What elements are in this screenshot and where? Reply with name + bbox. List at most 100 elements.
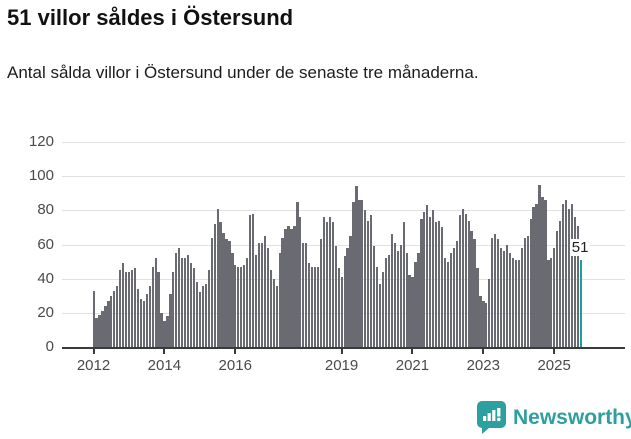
bar <box>390 234 393 347</box>
bar <box>290 229 293 347</box>
x-axis-tick-label: 2021 <box>395 357 430 374</box>
x-axis-tick <box>553 349 556 354</box>
bar <box>349 235 352 347</box>
bar <box>284 229 287 347</box>
bar <box>429 217 432 347</box>
bar <box>576 225 580 347</box>
bar <box>505 244 509 347</box>
bar <box>257 242 261 347</box>
gridline <box>62 142 625 143</box>
bar <box>243 265 246 347</box>
bar <box>446 261 450 347</box>
newsworthy-logo: Newsworthy <box>477 401 631 434</box>
bar <box>113 290 116 347</box>
bar <box>328 217 331 347</box>
bar <box>311 266 314 347</box>
bar <box>497 239 500 347</box>
bar <box>355 186 358 347</box>
y-axis-tick-label: 60 <box>37 235 54 253</box>
bar <box>408 275 411 347</box>
bar <box>142 300 145 347</box>
bar <box>556 230 559 347</box>
bar <box>343 256 346 347</box>
x-axis-tick <box>340 349 343 354</box>
bar <box>384 258 388 347</box>
x-axis-tick <box>163 349 166 354</box>
bar <box>192 268 196 347</box>
bar <box>440 227 444 347</box>
bar <box>316 266 320 347</box>
bar <box>151 266 154 347</box>
bar <box>231 253 234 347</box>
bar <box>373 246 376 347</box>
bar <box>387 254 391 347</box>
bar <box>237 266 240 347</box>
y-axis-tick-label: 120 <box>28 133 54 150</box>
bar <box>438 220 441 347</box>
bar <box>579 259 582 347</box>
bar <box>160 312 163 347</box>
bar <box>130 270 134 347</box>
bar <box>145 294 148 347</box>
bar <box>216 208 219 347</box>
bar <box>101 311 104 347</box>
bar <box>420 218 423 347</box>
y-axis-tick-label: 100 <box>28 167 54 185</box>
bar <box>278 253 281 347</box>
chart-subtitle: Antal sålda villor i Östersund under de … <box>7 63 479 82</box>
x-axis-tick-label: 2012 <box>76 357 111 374</box>
bar <box>564 200 568 347</box>
bar <box>559 220 562 347</box>
bar <box>122 263 125 347</box>
bar <box>133 268 137 347</box>
bar <box>375 266 379 347</box>
bar <box>402 222 405 347</box>
bar <box>210 237 213 347</box>
y-axis-tick-label: 40 <box>37 269 54 287</box>
bar <box>175 253 178 347</box>
bar <box>378 283 382 347</box>
bar <box>139 299 142 347</box>
bar <box>423 212 426 347</box>
bar <box>198 292 202 347</box>
x-axis-tick-label: 2019 <box>324 357 359 374</box>
bar <box>249 215 252 347</box>
bar <box>529 218 532 347</box>
last-value-label: 51 <box>569 238 591 256</box>
bar <box>254 254 258 347</box>
bar <box>207 270 210 347</box>
x-axis-tick <box>411 349 414 354</box>
page-title: 51 villor såldes i Östersund <box>7 5 294 30</box>
bar <box>260 242 264 347</box>
bar <box>508 253 512 347</box>
bar <box>535 203 538 347</box>
bar <box>538 184 541 347</box>
bar <box>319 239 323 347</box>
x-axis-tick <box>482 349 485 354</box>
bar <box>234 265 237 347</box>
bar <box>172 271 175 347</box>
bar <box>110 295 113 347</box>
bar <box>305 242 308 347</box>
bar <box>511 258 515 347</box>
bar <box>325 222 329 347</box>
bar <box>426 205 429 347</box>
bar <box>296 201 299 347</box>
bar <box>251 213 255 347</box>
bar <box>263 235 267 347</box>
bar <box>562 203 565 347</box>
bar <box>219 222 222 347</box>
bar <box>544 200 547 347</box>
bar <box>550 258 553 347</box>
bar <box>464 213 467 347</box>
bar <box>269 270 272 347</box>
bar <box>275 285 278 347</box>
bar <box>281 237 284 347</box>
bar <box>479 295 482 347</box>
newsworthy-logo-icon <box>477 401 506 434</box>
bar <box>92 290 95 347</box>
bar <box>488 278 491 347</box>
bar <box>567 208 571 347</box>
bar <box>157 271 160 347</box>
gridline <box>62 244 625 246</box>
